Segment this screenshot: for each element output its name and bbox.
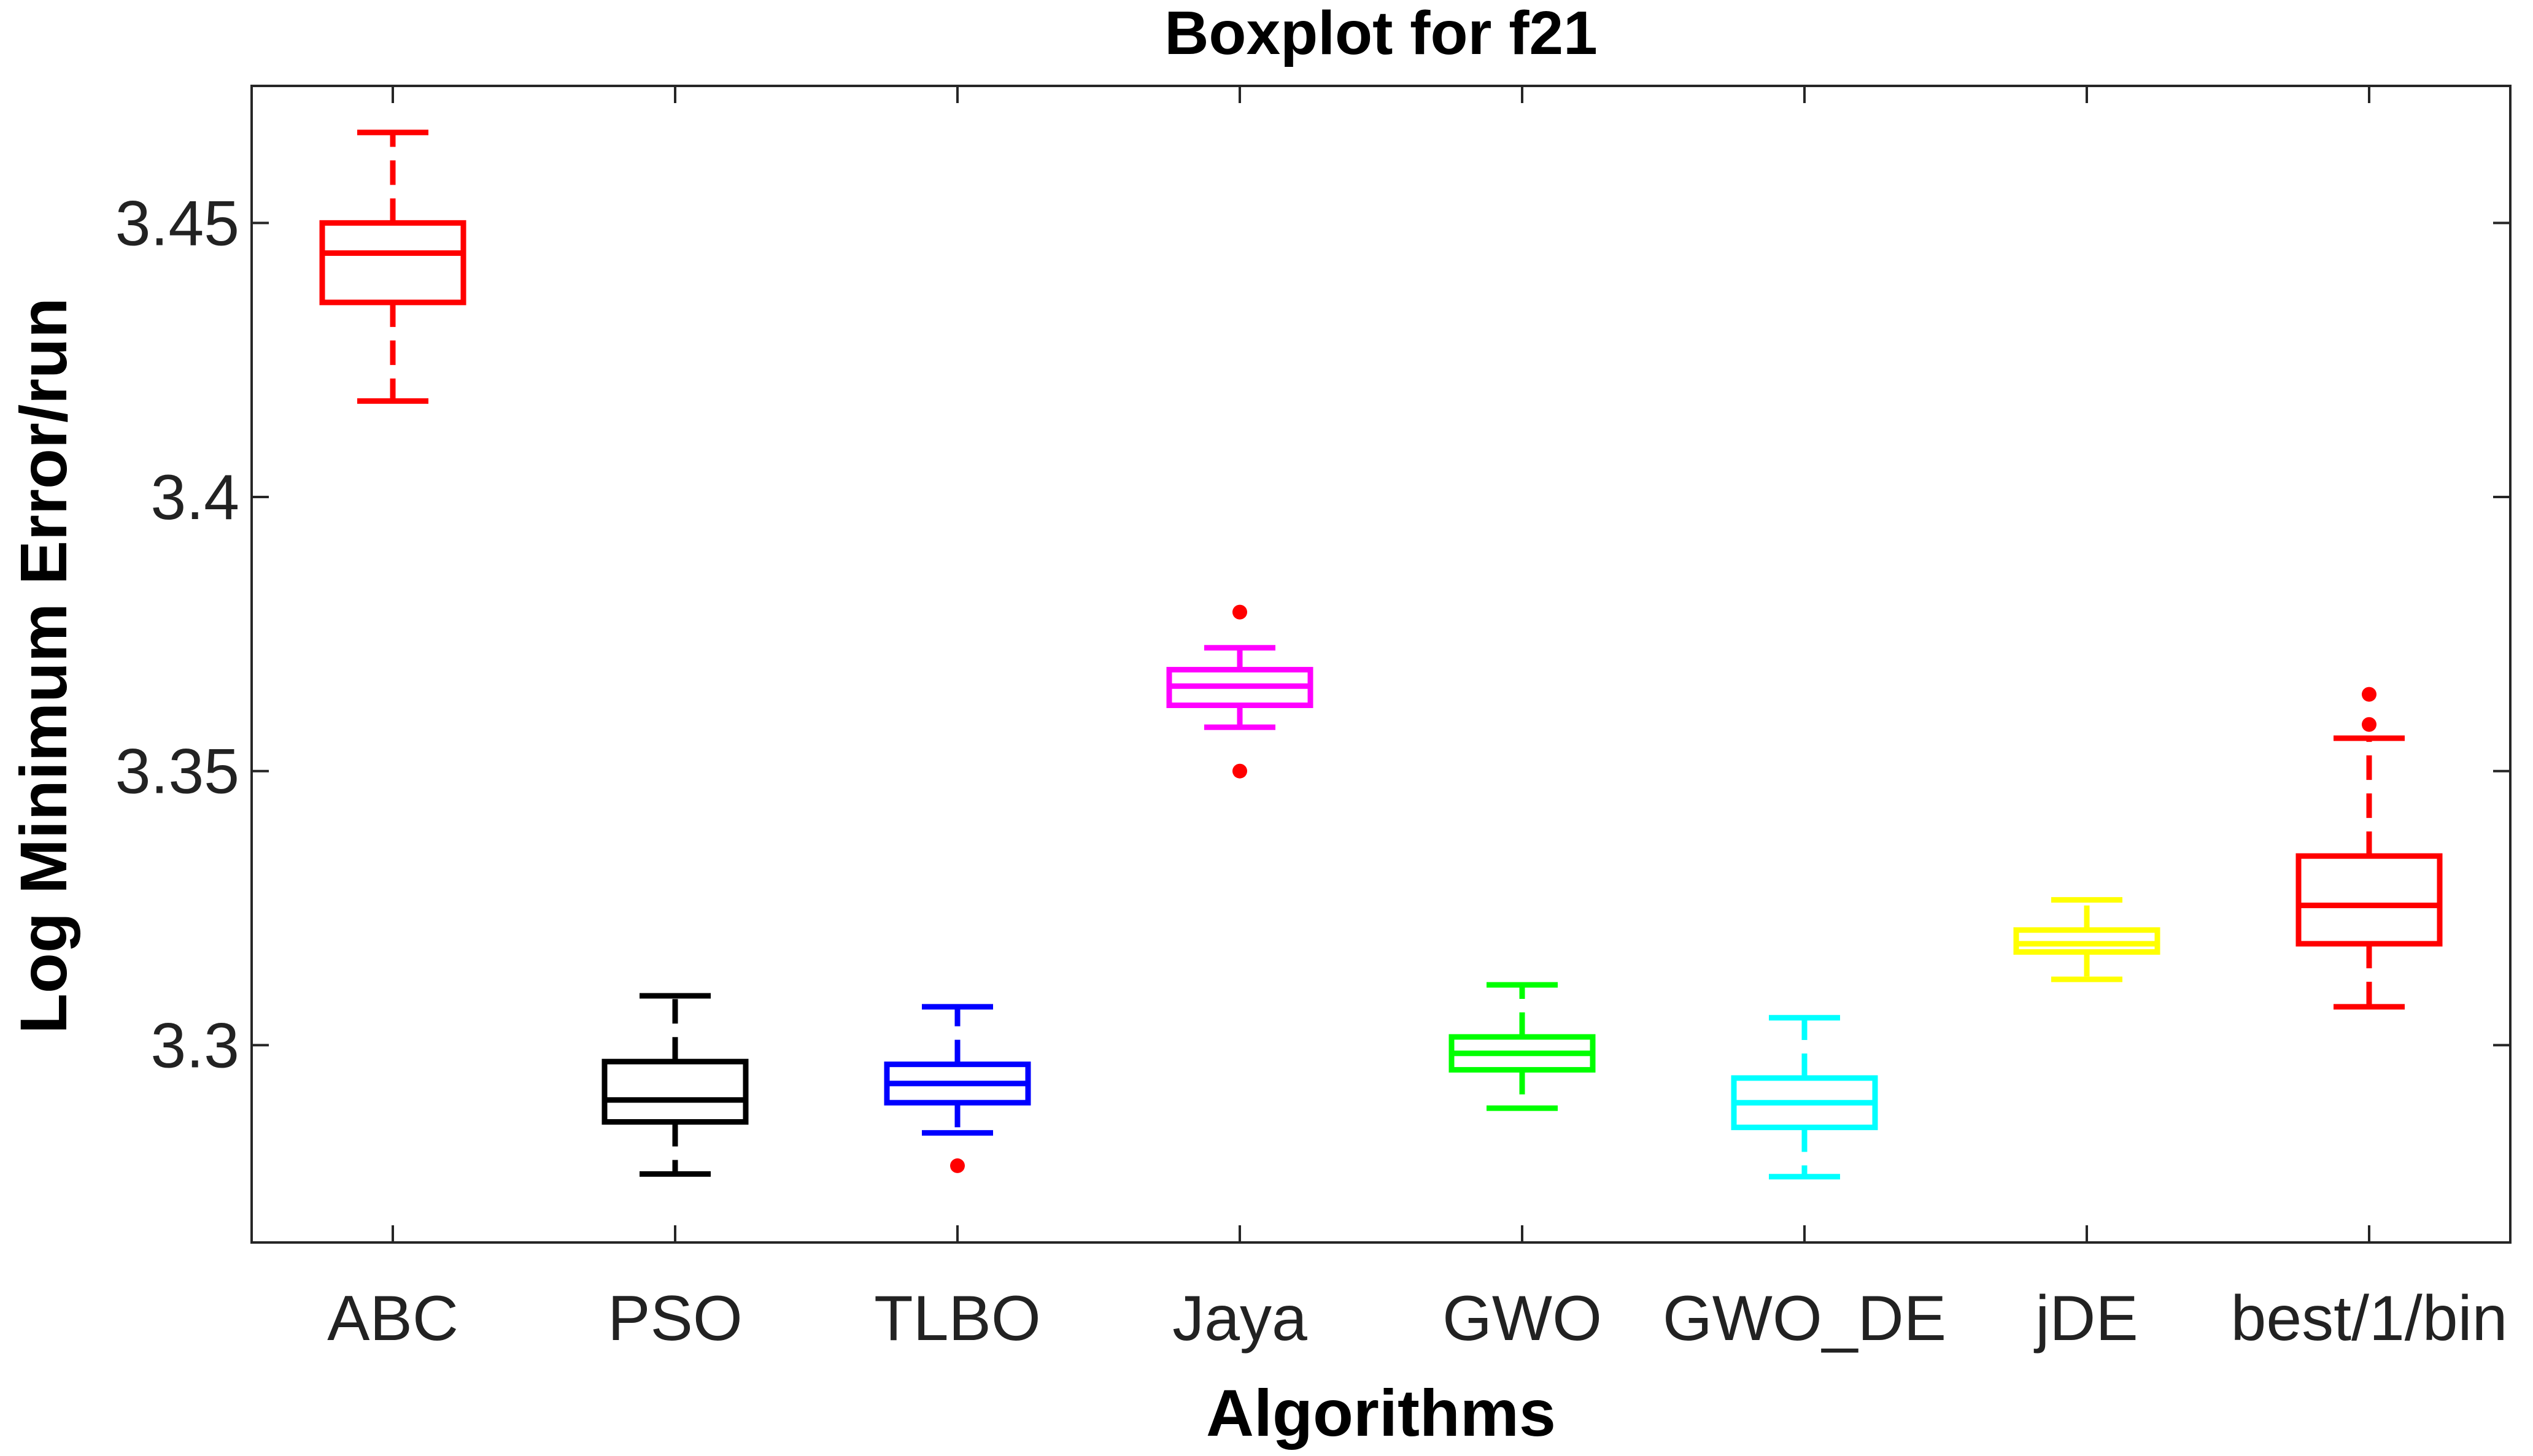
y-axis: 3.3 3.35 3.4 3.45 (115, 188, 2510, 1081)
outlier-point (2362, 687, 2376, 702)
x-tick-label: Jaya (1172, 1283, 1307, 1354)
iqr-box (601, 1058, 749, 1125)
y-axis-label: Log Minimum Error/run (6, 298, 80, 1034)
x-axis-label: Algorithms (1206, 1376, 1556, 1450)
y-tick-label: 3.4 (150, 462, 239, 533)
x-tick-label: best/1/bin (2231, 1283, 2508, 1354)
x-tick-label: GWO (1442, 1283, 1602, 1354)
box-jde (2013, 897, 2160, 982)
y-tick-label: 3.35 (115, 736, 239, 807)
box-gwo-de (1731, 1015, 1878, 1180)
box-abc (319, 129, 466, 404)
box-best-1-bin (2295, 687, 2443, 1010)
outlier-point (1232, 604, 1247, 620)
x-tick-label: PSO (608, 1283, 743, 1354)
outlier-point (2362, 717, 2376, 732)
iqr-box (2295, 853, 2443, 947)
x-tick-label: ABC (327, 1283, 458, 1354)
y-tick-label: 3.45 (115, 188, 239, 259)
box-gwo (1448, 982, 1596, 1111)
plot-area-frame (250, 85, 2512, 1244)
x-tick-label: GWO_DE (1663, 1283, 1946, 1354)
iqr-box (319, 220, 466, 306)
outlier-point (950, 1158, 965, 1173)
box-tlbo (884, 1004, 1031, 1173)
box-jaya (1166, 604, 1313, 779)
box-pso (601, 993, 749, 1177)
x-tick-label: jDE (2033, 1283, 2138, 1354)
x-tick-label: TLBO (874, 1283, 1041, 1354)
outlier-point (1232, 763, 1247, 779)
y-tick-label: 3.3 (150, 1010, 239, 1081)
x-axis: ABC PSO TLBO Jaya GWO GWO_DE jDE best/1/bin (327, 86, 2508, 1354)
chart-title: Boxplot for f21 (1164, 0, 1598, 67)
boxes (319, 129, 2443, 1180)
